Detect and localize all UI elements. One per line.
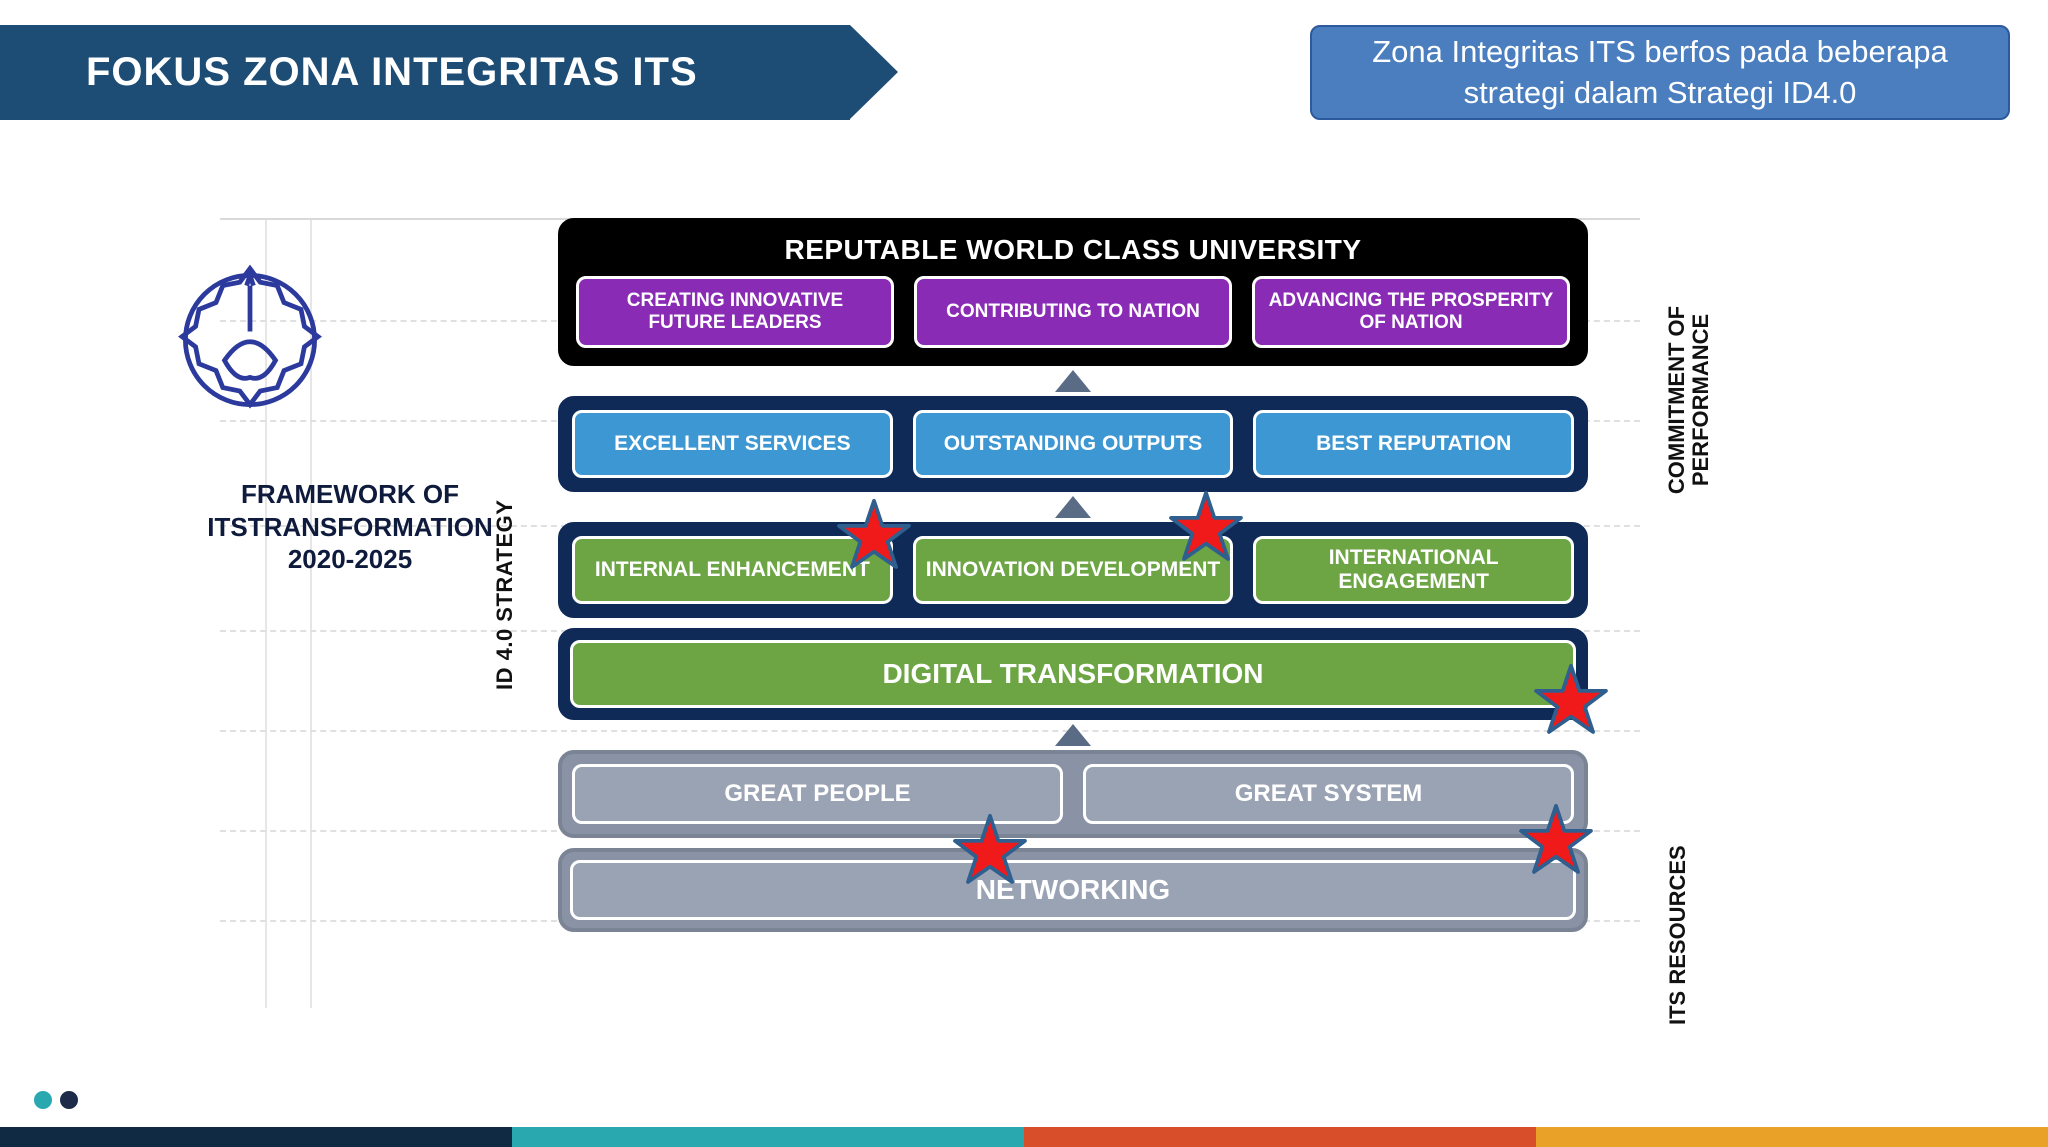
star-icon (1518, 802, 1594, 878)
stripe (0, 1127, 512, 1147)
star-icon (1533, 662, 1609, 738)
star-icon (1168, 489, 1244, 565)
id40-strategy-label: ID 4.0 STRATEGY (492, 500, 518, 690)
title-text: FOKUS ZONA INTEGRITAS ITS (86, 50, 698, 95)
stripe (512, 1127, 1024, 1147)
top-title: REPUTABLE WORLD CLASS UNIVERSITY (576, 234, 1570, 266)
logo-block (160, 255, 340, 430)
footer-stripes (0, 1127, 2048, 1147)
networking-pill: NETWORKING (570, 860, 1576, 920)
top-black-band: REPUTABLE WORLD CLASS UNIVERSITY CREATIN… (558, 218, 1588, 366)
purple-pill: CREATING INNOVATIVE FUTURE LEADERS (576, 276, 894, 348)
gray-band: GREAT PEOPLE GREAT SYSTEM (558, 750, 1588, 838)
arrow-up-icon (1055, 496, 1091, 518)
stripe (1536, 1127, 2048, 1147)
gray-pill: GREAT SYSTEM (1083, 764, 1574, 824)
callout-box: Zona Integritas ITS berfos pada beberapa… (1310, 25, 2010, 120)
commitment-label: COMMITMENT OF PERFORMANCE (1665, 270, 1713, 530)
arrow-up-icon (1055, 724, 1091, 746)
blue-band: EXCELLENT SERVICES OUTSTANDING OUTPUTS B… (558, 396, 1588, 492)
star-icon (952, 812, 1028, 888)
blue-pill: OUTSTANDING OUTPUTS (913, 410, 1234, 478)
purple-pill: ADVANCING THE PROSPERITY OF NATION (1252, 276, 1570, 348)
dot-icon (60, 1091, 78, 1109)
digital-band: DIGITAL TRANSFORMATION (558, 628, 1588, 720)
blue-pill: EXCELLENT SERVICES (572, 410, 893, 478)
green-pill: INTERNATIONAL ENGAGEMENT (1253, 536, 1574, 604)
title-banner: FOKUS ZONA INTEGRITAS ITS (0, 25, 850, 120)
arrow-up-icon (1055, 370, 1091, 392)
stripe (1024, 1127, 1536, 1147)
blue-pill: BEST REPUTATION (1253, 410, 1574, 478)
callout-text: Zona Integritas ITS berfos pada beberapa… (1332, 32, 1988, 113)
networking-band: NETWORKING (558, 848, 1588, 932)
its-resources-label: ITS RESOURCES (1665, 845, 1691, 1025)
digital-transformation-pill: DIGITAL TRANSFORMATION (570, 640, 1576, 708)
green-band: INTERNAL ENHANCEMENT INNOVATION DEVELOPM… (558, 522, 1588, 618)
purple-pill: CONTRIBUTING TO NATION (914, 276, 1232, 348)
diagram-stack: REPUTABLE WORLD CLASS UNIVERSITY CREATIN… (558, 218, 1588, 932)
framework-label: FRAMEWORK OF ITSTRANSFORMATION 2020-2025 (200, 478, 500, 576)
star-icon (836, 497, 912, 573)
dot-icon (34, 1091, 52, 1109)
its-logo-icon (165, 255, 335, 425)
pager-dots (34, 1091, 78, 1109)
